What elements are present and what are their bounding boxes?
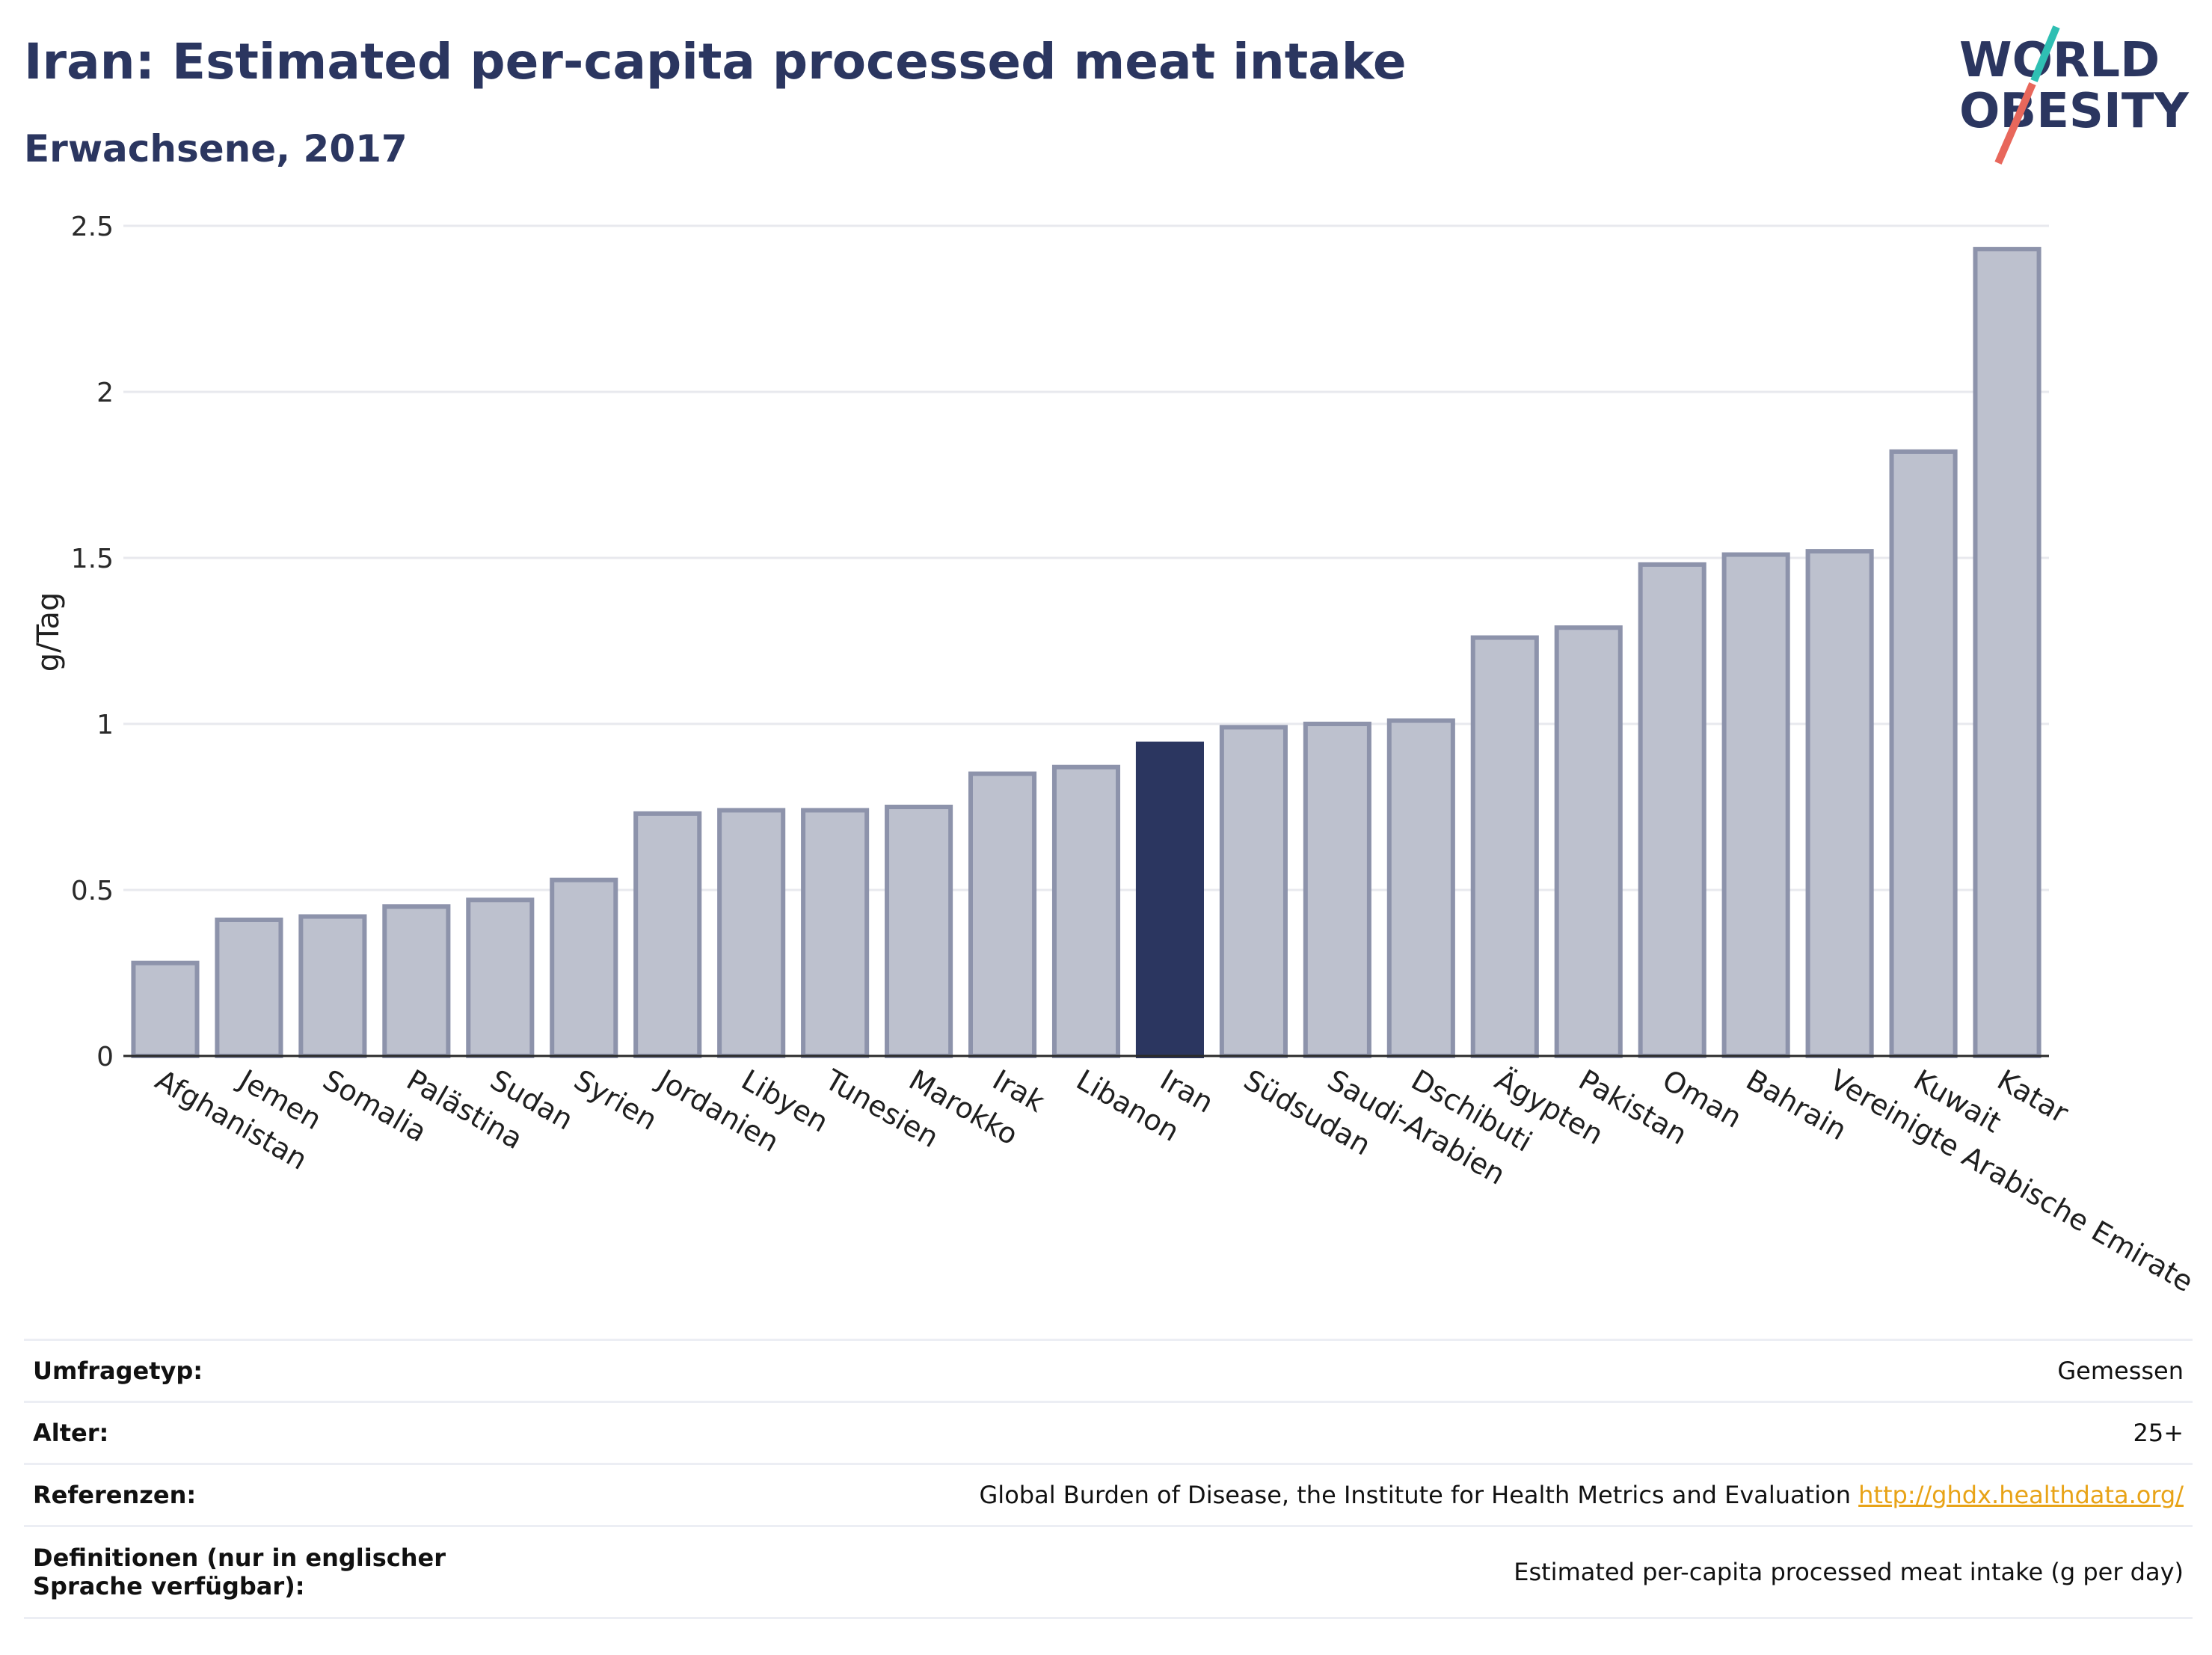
bar-irak[interactable] [968, 771, 1037, 1058]
y-tick-label: 1.5 [71, 544, 114, 574]
info-value: 25+ [565, 1401, 2193, 1464]
bar-afghanistan[interactable] [131, 960, 200, 1059]
bar-chart: 0 0.5 1 1.5 2 2.5 AfghanistanJemenSomaliaPalä… [31, 212, 2199, 1299]
y-tick-label: 0.5 [71, 876, 114, 906]
logo-slash-teal [2030, 25, 2060, 82]
bar-libanon[interactable] [1051, 764, 1121, 1058]
bar-kuwait[interactable] [1889, 449, 1958, 1058]
info-value: Estimated per-capita processed meat inta… [565, 1525, 2193, 1619]
reference-link[interactable]: http://ghdx.healthdata.org/ [1858, 1481, 2184, 1509]
info-value: Global Burden of Disease, the Institute … [565, 1463, 2193, 1526]
y-axis-ticks: 0 0.5 1 1.5 2 2.5 [71, 212, 114, 1072]
chart-subtitle: Erwachsene, 2017 [24, 127, 408, 171]
bar-südsudan[interactable] [1219, 725, 1288, 1058]
bar-vereinigte-arabische-emirate[interactable] [1805, 549, 1874, 1058]
info-key: Umfragetyp: [24, 1339, 565, 1402]
bar-bahrain[interactable] [1721, 552, 1790, 1058]
bar-saudi-arabien[interactable] [1303, 722, 1371, 1058]
logo-slash-coral [1994, 82, 2036, 165]
bar-somalia[interactable] [298, 914, 367, 1059]
bar-oman[interactable] [1638, 562, 1706, 1058]
bar-libyen[interactable] [717, 808, 786, 1058]
info-row-definitions: Definitionen (nur in englischer Sprache … [24, 1525, 2193, 1619]
info-key: Definitionen (nur in englischer Sprache … [24, 1525, 565, 1619]
bar-palästina[interactable] [382, 904, 451, 1058]
bar-ägypten[interactable] [1470, 635, 1539, 1058]
info-value: Gemessen [565, 1339, 2193, 1402]
bar-dschibuti[interactable] [1386, 718, 1455, 1058]
y-tick-label: 1 [96, 710, 114, 740]
x-tick-label: Katar [1992, 1063, 2074, 1130]
world-obesity-logo[interactable]: WORLD OBESITY [1944, 22, 2199, 172]
bars [131, 247, 2042, 1059]
reference-text: Global Burden of Disease, the Institute … [979, 1481, 1851, 1509]
bar-iran[interactable] [1135, 741, 1205, 1058]
info-row-references: Referenzen: Global Burden of Disease, th… [24, 1463, 2193, 1526]
info-key: Referenzen: [24, 1463, 565, 1526]
bar-jordanien[interactable] [633, 811, 702, 1058]
x-axis-labels: AfghanistanJemenSomaliaPalästinaSudanSyr… [150, 1063, 2199, 1299]
y-tick-label: 2 [96, 378, 114, 408]
logo-text-world: WORLD [1959, 33, 2160, 88]
info-table: Umfragetyp: Gemessen Alter: 25+ Referenz… [24, 1339, 2193, 1619]
y-tick-label: 0 [96, 1042, 114, 1072]
info-row-survey-type: Umfragetyp: Gemessen [24, 1339, 2193, 1402]
info-key: Alter: [24, 1401, 565, 1464]
bar-tunesien[interactable] [801, 808, 870, 1058]
bar-pakistan[interactable] [1554, 625, 1623, 1058]
x-tick-label: Syrien [568, 1063, 663, 1137]
bar-syrien[interactable] [550, 877, 618, 1059]
bar-marokko[interactable] [885, 805, 953, 1058]
y-axis-label: g/Tag [31, 592, 66, 672]
bar-katar[interactable] [1973, 247, 2042, 1059]
chart-title: Iran: Estimated per-capita processed mea… [24, 33, 1407, 90]
bar-jemen[interactable] [215, 917, 283, 1058]
bar-sudan[interactable] [466, 897, 535, 1058]
y-tick-label: 2.5 [71, 212, 114, 242]
info-row-age: Alter: 25+ [24, 1401, 2193, 1464]
logo-text-obesity: OBESITY [1959, 84, 2189, 139]
